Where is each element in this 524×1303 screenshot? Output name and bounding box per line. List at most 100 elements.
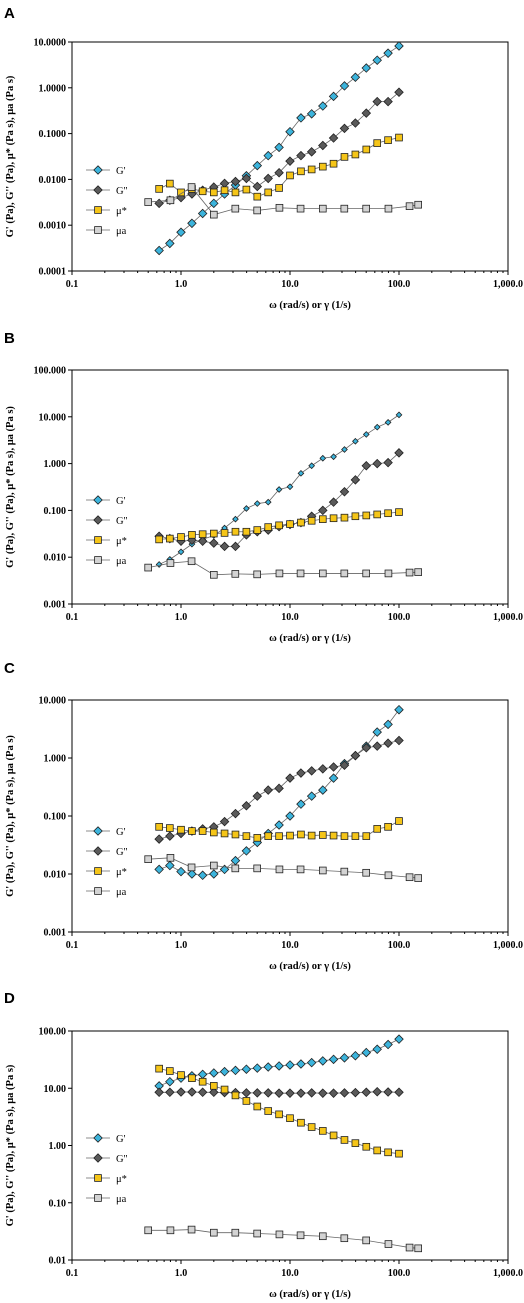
data-point xyxy=(188,1074,196,1082)
data-point xyxy=(232,515,239,523)
data-point xyxy=(373,423,381,431)
data-point xyxy=(275,486,283,493)
data-point xyxy=(372,55,382,65)
x-tick-label: 1.0 xyxy=(175,940,188,951)
series-mu-a xyxy=(144,557,422,579)
legend-label: μ* xyxy=(116,536,127,547)
data-point xyxy=(253,192,262,201)
data-point xyxy=(253,526,262,534)
legend: G' G'' μ* μa xyxy=(86,1133,127,1205)
data-point xyxy=(166,559,175,567)
data-point xyxy=(275,203,284,212)
data-point xyxy=(154,864,164,875)
legend-label: μ* xyxy=(116,867,127,878)
y-tick-label: 0.0100 xyxy=(39,175,67,186)
data-point xyxy=(414,874,422,882)
data-point xyxy=(405,873,414,882)
legend-marker xyxy=(93,165,103,175)
data-point xyxy=(328,133,339,143)
data-point xyxy=(210,861,218,870)
data-point xyxy=(318,785,328,795)
data-point xyxy=(274,1061,284,1071)
data-point xyxy=(383,719,393,730)
data-point xyxy=(373,825,382,833)
series-mu-star xyxy=(155,133,403,201)
legend-label: μa xyxy=(116,1194,127,1205)
data-point xyxy=(198,187,207,196)
data-point xyxy=(339,487,350,497)
data-point xyxy=(296,204,305,213)
data-point xyxy=(285,126,295,137)
data-point xyxy=(395,508,403,516)
data-point xyxy=(328,1054,339,1065)
data-point xyxy=(197,208,208,219)
data-point xyxy=(330,453,337,461)
series-mu-a xyxy=(144,183,422,219)
x-tick-label: 1.0 xyxy=(175,1268,188,1279)
data-point xyxy=(319,866,327,875)
data-point xyxy=(383,457,393,468)
data-point xyxy=(339,1053,350,1063)
data-point xyxy=(241,846,252,856)
data-point xyxy=(384,823,392,831)
data-point xyxy=(350,72,361,83)
data-point xyxy=(329,514,338,523)
data-point xyxy=(264,523,273,531)
data-point xyxy=(373,1146,382,1155)
legend-marker xyxy=(94,206,102,214)
data-point xyxy=(362,511,371,520)
data-point xyxy=(177,825,185,834)
data-point xyxy=(384,1148,392,1157)
data-point xyxy=(220,529,229,537)
legend-marker xyxy=(94,536,102,544)
y-axis-title: G' (Pa), G'' (Pa), μ* (Pa s), μa (Pa s) xyxy=(5,735,16,897)
data-point xyxy=(274,820,284,830)
data-point xyxy=(296,768,306,778)
data-point xyxy=(154,245,164,256)
x-tick-label: 10.0 xyxy=(281,940,299,951)
data-point xyxy=(352,437,359,445)
data-point xyxy=(350,1087,361,1098)
data-point xyxy=(252,160,263,171)
x-tick-label: 1,000.0 xyxy=(493,940,523,951)
data-point xyxy=(361,460,372,471)
chart-panel-c: C 0.1 1.0 10.0 100.0 1,000.0 0.001 0.010 0.100 1.… xyxy=(4,660,523,972)
data-point xyxy=(306,109,317,119)
series-mu-star xyxy=(155,1064,403,1158)
data-point xyxy=(210,828,218,837)
legend-marker xyxy=(94,887,102,895)
data-point xyxy=(319,454,327,462)
data-point xyxy=(319,1232,327,1241)
data-point xyxy=(242,832,251,840)
data-point xyxy=(274,167,284,178)
data-point xyxy=(263,1062,273,1072)
data-point xyxy=(144,1226,152,1235)
data-point xyxy=(264,1107,273,1115)
data-point xyxy=(275,865,284,874)
data-point xyxy=(362,1142,371,1151)
data-point xyxy=(372,727,382,737)
data-point xyxy=(319,569,327,578)
data-point xyxy=(241,1064,252,1074)
data-point xyxy=(177,188,185,197)
data-point xyxy=(340,153,349,161)
data-point xyxy=(319,162,327,171)
data-point xyxy=(154,834,164,844)
data-point xyxy=(362,431,370,438)
legend-marker xyxy=(93,1133,103,1143)
data-point xyxy=(220,1085,229,1094)
y-tick-label: 1.000 xyxy=(44,459,67,470)
data-point xyxy=(319,515,327,523)
x-tick-label: 10.0 xyxy=(281,279,299,290)
data-point xyxy=(155,823,163,831)
data-point xyxy=(361,1047,372,1058)
data-point xyxy=(275,521,283,530)
x-tick-label: 0.1 xyxy=(66,612,79,623)
series-g-prime xyxy=(154,704,404,881)
data-point xyxy=(177,533,185,541)
data-point xyxy=(166,824,174,832)
data-point xyxy=(340,832,349,840)
data-point xyxy=(296,1088,306,1098)
data-point xyxy=(286,171,294,180)
